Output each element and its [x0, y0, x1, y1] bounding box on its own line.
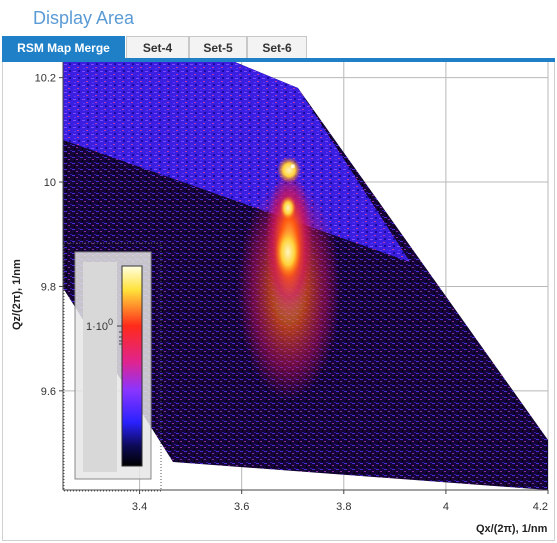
x-tick-label: 3.4	[132, 501, 147, 513]
tab-set-6[interactable]: Set-6	[247, 36, 307, 58]
panel-title: Display Area	[33, 8, 135, 28]
x-axis-title: Qx/(2π), 1/nm	[476, 523, 548, 535]
x-tick-label: 4.2	[533, 501, 548, 513]
y-tick-label: 10	[44, 177, 56, 189]
x-ticks: 3.4 3.6 3.8 4 4.2	[132, 490, 549, 513]
y-axis-title: Qz/(2π), 1/nm	[11, 259, 23, 330]
tab-rsm-map-merge[interactable]: RSM Map Merge	[2, 36, 125, 60]
x-tick-label: 3.8	[336, 501, 351, 513]
diffraction-peak	[277, 157, 301, 183]
colorbar-gradient	[121, 265, 143, 467]
plot-axes	[62, 62, 548, 491]
y-tick-label: 9.6	[41, 386, 56, 398]
y-ticks: 9.6 9.8 10 10.2	[35, 73, 63, 398]
tab-underline	[2, 58, 555, 62]
colorbar-ticks	[117, 325, 122, 345]
tab-set-5[interactable]: Set-5	[189, 36, 247, 58]
x-tick-label: 3.6	[234, 501, 249, 513]
y-tick-label: 10.2	[35, 73, 56, 85]
diffraction-peak-secondary	[280, 196, 296, 220]
diffraction-peak-lower	[275, 226, 301, 278]
display-frame	[2, 62, 555, 541]
tab-set-4[interactable]: Set-4	[126, 36, 189, 58]
peak-marker	[290, 164, 295, 169]
colorbar-label-area	[83, 262, 117, 472]
x-tick-label: 4	[443, 501, 449, 513]
colorbar-selection-box	[63, 242, 162, 492]
tab-strip: RSM Map Merge Set-4 Set-5 Set-6	[2, 36, 555, 62]
colorbar-legend[interactable]: 1·100	[63, 242, 162, 492]
heatmap-region	[63, 62, 548, 490]
colorbar-label: 1·100	[86, 317, 113, 333]
y-tick-label: 9.8	[41, 281, 56, 293]
